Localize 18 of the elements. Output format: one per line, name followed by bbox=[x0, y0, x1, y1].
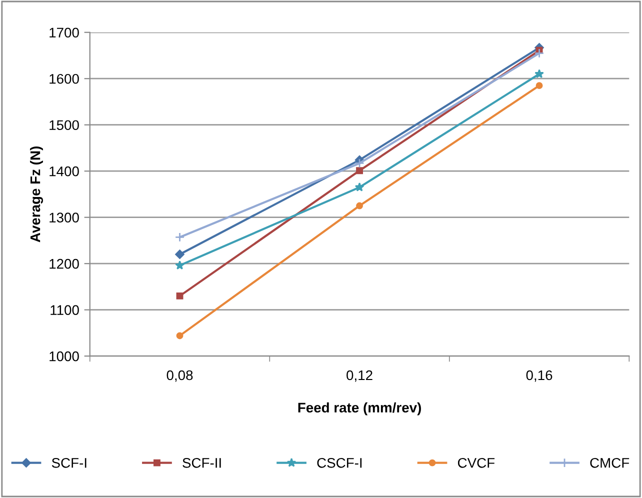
legend-label: CVCF bbox=[458, 458, 495, 468]
y-tick-label: 1400 bbox=[50, 166, 79, 176]
x-tick-label: 0,08 bbox=[166, 370, 193, 382]
x-tick-label: 0,16 bbox=[526, 370, 552, 382]
y-tick-label: 1600 bbox=[50, 74, 79, 84]
y-tick-label: 1200 bbox=[50, 258, 79, 269]
legend-label: SCF-I bbox=[52, 458, 86, 468]
legend-label: SCF-II bbox=[182, 458, 221, 468]
y-tick-label: 1300 bbox=[50, 212, 79, 223]
y-tick-label: 1500 bbox=[50, 120, 79, 130]
y-tick-label: 1100 bbox=[50, 305, 79, 315]
y-tick-label: 1000 bbox=[50, 351, 79, 362]
legend-label: CSCF-I bbox=[317, 458, 362, 468]
legend-label: CMCF bbox=[590, 458, 630, 468]
x-tick-label: 0,12 bbox=[346, 370, 372, 382]
y-axis-title: Average Fz (N) bbox=[30, 146, 44, 242]
x-axis-title: Feed rate (mm/rev) bbox=[298, 402, 421, 416]
y-tick-label: 1700 bbox=[50, 28, 79, 38]
